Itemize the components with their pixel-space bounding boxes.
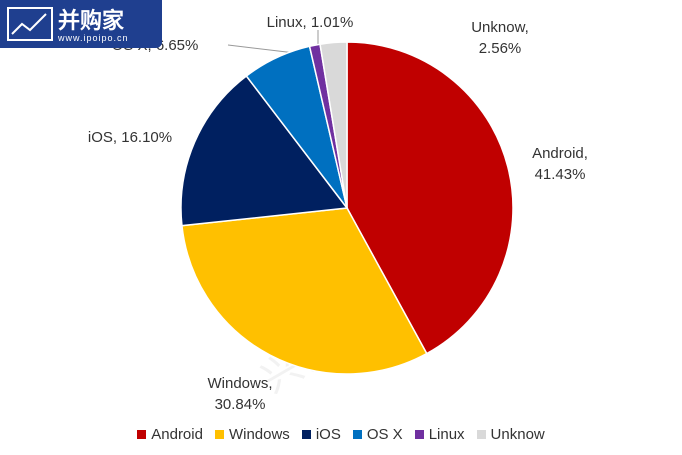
legend-label: Linux (428, 426, 465, 443)
logo-url: www.ipoipo.cn (58, 33, 129, 43)
data-label: Windows, 30.84% (207, 375, 273, 413)
legend-swatch (214, 430, 224, 439)
legend-swatch (414, 430, 424, 439)
legend-label: Android (151, 426, 203, 443)
logo-icon (7, 7, 53, 41)
legend-item: Windows (214, 426, 290, 443)
data-label: Android, 41.43% (532, 145, 588, 183)
legend-swatch (476, 430, 486, 439)
legend-item: iOS (301, 426, 341, 443)
pie-slice (181, 207, 428, 375)
legend-swatch (137, 430, 147, 439)
legend-item: Linux (414, 426, 465, 443)
legend-item: OS X (352, 426, 403, 443)
legend-label: iOS (315, 426, 341, 443)
pie-slice (346, 41, 514, 355)
legend-item: Unknow (476, 426, 545, 443)
legend-item: Android (137, 426, 203, 443)
legend-swatch (352, 430, 362, 439)
data-label: Linux, 1.01% (266, 14, 354, 31)
pie-slice (180, 74, 349, 227)
logo: 并购家 www.ipoipo.cn (0, 0, 162, 48)
legend-label: Unknow (490, 426, 545, 443)
pie-slice (319, 41, 348, 209)
legend-label: OS X (366, 426, 403, 443)
legend: Android Windows iOS OS X Linux Unknow (0, 426, 682, 443)
legend-label: Windows (228, 426, 290, 443)
data-label: Unknow, 2.56% (471, 19, 529, 57)
data-label: iOS, 16.10% (87, 129, 173, 146)
logo-name: 并购家 (58, 8, 125, 33)
legend-swatch (301, 430, 311, 439)
